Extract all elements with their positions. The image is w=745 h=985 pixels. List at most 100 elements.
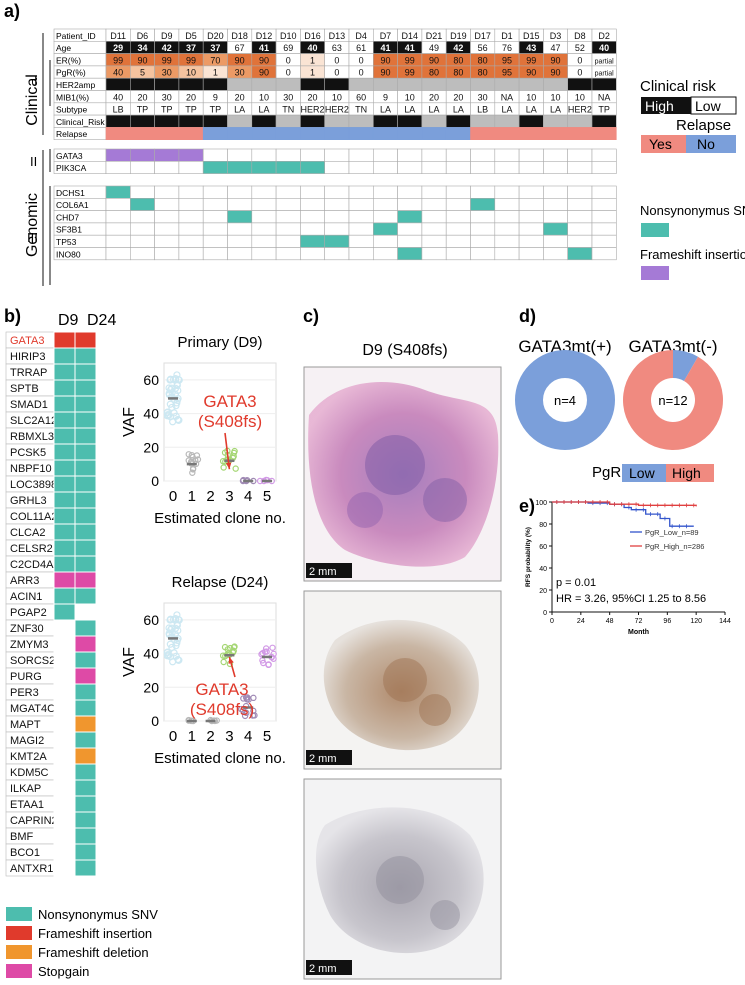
x-tick-label: 5	[263, 728, 271, 745]
cell	[300, 77, 325, 91]
mutation-cell	[300, 234, 325, 248]
clinical-genomic-grid: Patient_ID D11 D6 D9 D5 D20 D18 D12 D10 D16 D13 D4 D…	[53, 28, 617, 261]
cell-value: 70	[210, 55, 220, 65]
genomic-iii-row-chd7: CHD7	[53, 210, 617, 224]
mutation-cell-d24	[74, 859, 97, 877]
gene-label: SLC2A12	[10, 415, 57, 427]
cell	[518, 77, 544, 91]
clinical-risk-low-swatch	[690, 96, 737, 115]
gene-label: MGAT4C	[10, 703, 55, 715]
vaf-point	[175, 656, 183, 664]
x-axis-label: Estimated clone no.	[154, 750, 286, 767]
mutation-cell	[130, 148, 155, 162]
cell	[324, 127, 350, 141]
cell-value: 20	[308, 92, 318, 102]
gene-row-etaa1: ETAA1	[5, 795, 97, 813]
mutation-cell-d24	[74, 331, 97, 349]
cell-value: LA	[429, 105, 440, 115]
group-ii-label: II	[30, 154, 37, 169]
cell-value: 30	[162, 92, 172, 102]
vaf-point	[193, 452, 201, 459]
panel-c: c) D9 (S408fs) 2 mm 2 mm 2 mm	[303, 306, 502, 980]
gene-row-slc2a12: SLC2A12	[5, 411, 97, 429]
annotation-text: (S408fs)	[198, 412, 262, 431]
cell	[567, 114, 593, 128]
mutation-cell-d24	[74, 731, 97, 749]
donut-slice-low	[673, 350, 698, 381]
mutation-cell	[445, 247, 471, 261]
mutation-cell-d9	[53, 587, 76, 605]
cell	[494, 77, 520, 91]
cell-value: TN	[282, 105, 294, 115]
mutation-cell	[251, 247, 277, 261]
annotation-text: GATA3	[195, 680, 248, 699]
cell	[470, 114, 496, 128]
cell-value: 99	[186, 55, 196, 65]
cell-value: 90	[259, 55, 269, 65]
hazard-ratio-text: HR = 3.26, 95%CI 1.25 to 8.56	[556, 593, 706, 605]
cell	[348, 114, 374, 128]
mutation-cell	[567, 210, 593, 224]
cell-value: 60	[356, 92, 366, 102]
cell-value: LA	[404, 105, 415, 115]
vaf-point	[238, 705, 245, 713]
mutation-cell	[154, 222, 180, 236]
vaf-point	[166, 375, 175, 383]
mutation-cell	[275, 222, 301, 236]
gene-row-grhl3: GRHL3	[5, 491, 97, 509]
cell-value: 40	[308, 43, 318, 53]
mutation-cell	[275, 234, 301, 248]
gene-label: ILKAP	[10, 783, 41, 795]
cell	[300, 114, 325, 128]
mutation-cell	[202, 222, 228, 236]
gene-label: DCHS1	[56, 188, 85, 198]
vaf-point	[220, 464, 227, 471]
gene-row-smad1: SMAD1	[5, 395, 97, 413]
cell-value: LA	[258, 105, 269, 115]
mutation-cell	[421, 210, 447, 224]
vaf-point	[189, 466, 197, 473]
cell-value: 99	[405, 68, 415, 78]
mutation-legend: Nonsynonymus SNV Frameshift insertion Fram…	[6, 907, 158, 979]
vaf-point	[174, 387, 182, 395]
cell-value: 41	[259, 43, 269, 53]
gene-label: ZMYM3	[10, 639, 49, 651]
mutation-cell	[105, 222, 131, 236]
relapse-no-label: No	[697, 136, 715, 152]
panel-b-letter: b)	[4, 306, 21, 326]
cell-value: 90	[380, 68, 390, 78]
mutation-cell-d24	[74, 379, 97, 397]
mutation-cell-d24	[74, 763, 97, 781]
mutation-cell	[178, 185, 204, 199]
cell	[324, 77, 350, 91]
panel-b: b) D9 D24 GATA3 HIRIP3 TRRAP SPTB SMAD1 SLC2A…	[4, 306, 286, 979]
cell-value: 1	[213, 68, 218, 78]
panel-e: e) 0 20 40 60 80 100 0 24 48 72 96 120 144 Month RFS p…	[519, 496, 731, 636]
clinical-row-her2amp: HER2amp	[53, 77, 617, 91]
mutation-cell-d9	[53, 667, 76, 685]
mutation-cell	[251, 210, 277, 224]
pgr-legend-title: PgR	[592, 464, 621, 481]
x-tick-label: 3	[225, 488, 233, 505]
cell	[421, 77, 447, 91]
cell-value: NA	[598, 92, 611, 102]
mutation-cell	[372, 222, 398, 236]
mutation-cell	[494, 161, 520, 174]
gene-label: BMF	[10, 831, 34, 843]
mutation-cell	[251, 185, 277, 199]
cell	[543, 127, 569, 141]
gene-label: GATA3	[56, 151, 83, 161]
cell	[130, 127, 155, 141]
mutation-cell	[397, 161, 423, 174]
gene-label: PIK3CA	[56, 163, 87, 173]
mutation-cell	[105, 185, 131, 199]
mutation-cell	[348, 161, 374, 174]
legend-swatch-snv	[6, 907, 32, 921]
cell	[324, 114, 350, 128]
mutation-cell	[178, 198, 204, 211]
mutation-cell	[300, 198, 325, 211]
cell	[202, 114, 228, 128]
cell-value: D16	[304, 31, 321, 41]
cell	[178, 114, 204, 128]
vaf-point	[165, 624, 173, 632]
